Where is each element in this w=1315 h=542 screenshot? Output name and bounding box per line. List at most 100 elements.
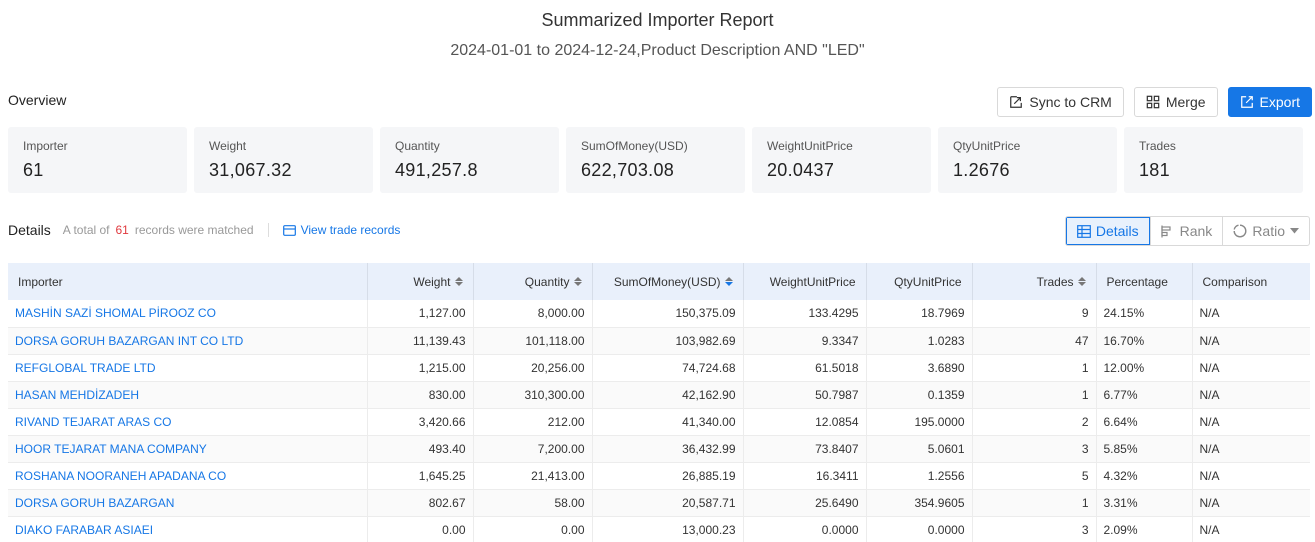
sync-crm-button[interactable]: Sync to CRM xyxy=(997,87,1124,117)
view-trade-label: View trade records xyxy=(300,223,401,237)
table-cell: 58.00 xyxy=(473,489,593,516)
tab-ratio-label: Ratio xyxy=(1252,223,1285,239)
toolbar: Sync to CRM Merge Export xyxy=(997,87,1312,117)
table-cell: 133.4295 xyxy=(743,300,867,327)
sort-icon[interactable] xyxy=(1077,277,1086,286)
table-cell: 3,420.66 xyxy=(367,408,474,435)
table-cell: N/A xyxy=(1199,333,1220,348)
export-button[interactable]: Export xyxy=(1227,87,1312,117)
importer-link[interactable]: MASHİN SAZİ SHOMAL PİROOZ CO xyxy=(8,300,368,327)
table-cell: N/A xyxy=(1199,360,1220,375)
table-cell: 1 xyxy=(972,381,1097,408)
sort-desc-active-icon[interactable] xyxy=(724,277,733,286)
sort-icon[interactable] xyxy=(573,277,582,286)
table-cell: 18.7969 xyxy=(866,300,973,327)
stat-card-importer: Importer 61 xyxy=(8,127,187,193)
stat-value: 622,703.08 xyxy=(581,160,675,180)
pie-icon xyxy=(1233,224,1247,238)
stat-value: 1.2676 xyxy=(953,160,1010,180)
table-cell: 9 xyxy=(972,300,1097,327)
merge-button[interactable]: Merge xyxy=(1133,87,1218,117)
stat-label: SumOfMoney(USD) xyxy=(581,139,688,153)
details-title: Details xyxy=(8,222,51,238)
table-cell: 4.32% xyxy=(1096,462,1193,489)
stat-value: 31,067.32 xyxy=(209,160,292,180)
table-cell: 103,982.69 xyxy=(592,327,744,354)
stat-label: Quantity xyxy=(395,139,440,153)
table-cell: 50.7987 xyxy=(743,381,867,408)
table-cell: 25.6490 xyxy=(743,489,867,516)
stat-card-quantity: Quantity 491,257.8 xyxy=(380,127,559,193)
tab-ratio[interactable]: Ratio xyxy=(1222,217,1309,245)
importer-link[interactable]: HASAN MEHDİZADEH xyxy=(8,381,368,408)
table-cell: N/A xyxy=(1199,495,1220,510)
table-cell: 36,432.99 xyxy=(592,435,744,462)
table-cell: N/A xyxy=(1199,387,1220,402)
col-trades[interactable]: Trades xyxy=(972,263,1097,300)
table-cell: 1.0283 xyxy=(866,327,973,354)
table-row: RIVAND TEJARAT ARAS CO 3,420.66 212.00 41,3… xyxy=(8,408,1310,435)
table-cell: 73.8407 xyxy=(743,435,867,462)
table-row: REFGLOBAL TRADE LTD 1,215.00 20,256.00 74,7… xyxy=(8,354,1310,381)
tab-details[interactable]: Details xyxy=(1065,217,1150,245)
table-cell: 12.0854 xyxy=(743,408,867,435)
table-cell: 16.3411 xyxy=(743,462,867,489)
table-cell: 47 xyxy=(972,327,1097,354)
table-cell: 1,127.00 xyxy=(367,300,474,327)
stat-card-weight: Weight 31,067.32 xyxy=(194,127,373,193)
report-title: Summarized Importer Report xyxy=(541,10,774,30)
col-importer: Importer xyxy=(8,263,368,300)
table-cell: 9.3347 xyxy=(743,327,867,354)
col-label: Percentage xyxy=(1106,274,1168,289)
merge-icon xyxy=(1146,95,1160,109)
importer-link[interactable]: DORSA GORUH BAZARGAN INT CO LTD xyxy=(8,327,368,354)
table-cell: 20,587.71 xyxy=(592,489,744,516)
col-label: QtyUnitPrice xyxy=(894,274,962,289)
importer-link[interactable]: ROSHANA NOORANEH APADANA CO xyxy=(8,462,368,489)
table-cell: 2.09% xyxy=(1096,516,1193,542)
details-header: Details A total of 61 records were matched… xyxy=(8,222,400,238)
tab-rank[interactable]: Rank xyxy=(1149,217,1223,245)
col-weight[interactable]: Weight xyxy=(367,263,474,300)
stat-label: WeightUnitPrice xyxy=(767,139,853,153)
stats-cards: Importer 61 Weight 31,067.32 Quantity 491,2… xyxy=(8,127,1303,193)
table-cell: N/A xyxy=(1199,306,1220,321)
table-cell: N/A xyxy=(1199,441,1220,456)
table-row: MASHİN SAZİ SHOMAL PİROOZ CO 1,127.00 8,00… xyxy=(8,300,1310,327)
divider xyxy=(267,223,269,237)
importer-link[interactable]: RIVAND TEJARAT ARAS CO xyxy=(8,408,368,435)
table-row: DORSA GORUH BAZARGAN 802.67 58.00 20,587.71… xyxy=(8,489,1310,516)
stat-label: Weight xyxy=(209,139,247,153)
stat-value: 20.0437 xyxy=(767,160,835,180)
importer-table: Importer Weight Quantity SumOfMoney(USD)… xyxy=(8,263,1310,542)
importer-link[interactable]: HOOR TEJARAT MANA COMPANY xyxy=(8,435,368,462)
records-count: A total of 61 records were matched xyxy=(63,223,254,237)
stat-label: Trades xyxy=(1139,139,1176,153)
sync-icon xyxy=(1010,96,1023,108)
view-trade-records-link[interactable]: View trade records xyxy=(282,223,401,237)
table-cell: N/A xyxy=(1199,522,1220,537)
table-cell: 41,340.00 xyxy=(592,408,744,435)
col-sum-of-money[interactable]: SumOfMoney(USD) xyxy=(592,263,744,300)
sort-icon[interactable] xyxy=(454,277,463,286)
table-cell: 3 xyxy=(972,516,1097,542)
table-row: DIAKO FARABAR ASIAEI 0.00 0.00 13,000.23 0.0… xyxy=(8,516,1310,542)
table-header-row: Importer Weight Quantity SumOfMoney(USD)… xyxy=(8,263,1310,300)
view-tabs: Details Rank Ratio xyxy=(1064,216,1310,246)
col-quantity[interactable]: Quantity xyxy=(473,263,593,300)
stat-value: 181 xyxy=(1139,160,1170,180)
table-cell: 8,000.00 xyxy=(473,300,593,327)
bar-rank-icon xyxy=(1161,225,1171,237)
col-label: Weight xyxy=(413,274,451,289)
col-percentage: Percentage xyxy=(1096,263,1193,300)
col-label: Importer xyxy=(18,274,63,289)
importer-link[interactable]: DORSA GORUH BAZARGAN xyxy=(8,489,368,516)
table-cell: 1 xyxy=(972,489,1097,516)
caret-down-icon xyxy=(1290,228,1299,234)
table-cell: 3.6890 xyxy=(866,354,973,381)
importer-link[interactable]: DIAKO FARABAR ASIAEI xyxy=(8,516,368,542)
table-cell: 493.40 xyxy=(367,435,474,462)
table-cell: 7,200.00 xyxy=(473,435,593,462)
importer-link[interactable]: REFGLOBAL TRADE LTD xyxy=(8,354,368,381)
table-cell: 42,162.90 xyxy=(592,381,744,408)
